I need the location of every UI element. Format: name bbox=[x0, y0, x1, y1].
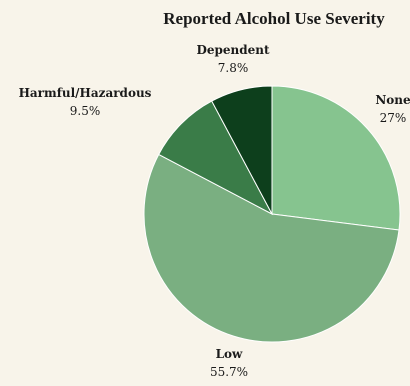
slice-value-harmful-hazardous: 9.5% bbox=[70, 104, 101, 118]
slice-value-none: 27% bbox=[380, 111, 407, 125]
pie-slices bbox=[143, 85, 401, 343]
pie-slice-none bbox=[271, 85, 401, 231]
pie-slice-low bbox=[143, 153, 400, 343]
pie-slice-dependent bbox=[211, 85, 273, 215]
slice-label-dependent: Dependent bbox=[196, 43, 270, 57]
slice-label-none: None bbox=[375, 93, 410, 107]
pie-slice-harmful-hazardous bbox=[158, 100, 274, 216]
pie-labels: None 27% Low 55.7% Harmful/Hazardous 9.5% Depe… bbox=[19, 43, 410, 379]
slice-value-dependent: 7.8% bbox=[218, 61, 249, 75]
slice-value-low: 55.7% bbox=[210, 365, 248, 379]
slice-label-harmful-hazardous: Harmful/Hazardous bbox=[19, 86, 152, 100]
chart-title: Reported Alcohol Use Severity bbox=[163, 9, 385, 28]
slice-label-low: Low bbox=[216, 347, 243, 361]
